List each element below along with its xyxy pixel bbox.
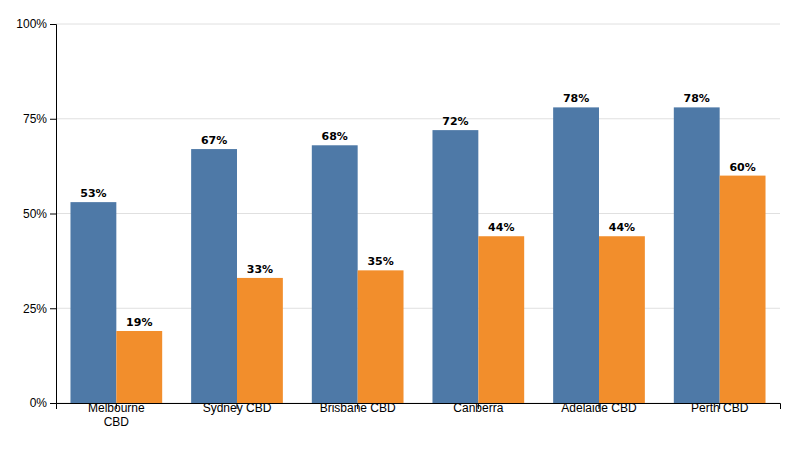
x-axis: MelbourneCBD Sydney CBD Brisbane CBD Canber… [57,401,781,429]
y-tick-mark [50,119,56,120]
y-tick-label: 50% [23,207,47,221]
y-tick-label: 25% [23,302,47,316]
grid [56,24,780,403]
data-label: 44% [488,221,514,234]
data-label: 67% [201,134,227,147]
y-axis-line [50,25,57,404]
y-tick: 100% [16,17,56,31]
x-tick-label-line: Canberra [453,401,503,415]
bar [237,278,283,403]
x-tick-label-line: Melbourne [88,401,145,415]
x-tick-label-line: Perth CBD [691,401,749,415]
bars [70,107,765,403]
bar [553,107,599,403]
grid-line [56,118,780,119]
bar [191,149,237,403]
x-tick: Canberra [453,401,503,415]
bar-series [70,107,719,403]
data-label: 33% [247,263,273,276]
x-tick: Sydney CBD [203,401,272,415]
data-labels: 53% 67% 68% 72% 78% 78% 19% 33% 35% 44% 44% 60% [80,92,756,329]
bar [432,130,478,403]
y-axis: 0% 25% 50% 75% 100% [16,17,56,410]
grid-line [56,308,780,309]
y-tick-label: 0% [30,396,48,410]
y-tick-mark [50,308,56,309]
x-tick: Perth CBD [691,401,749,415]
data-label: 72% [442,115,468,128]
grid-line [56,213,780,214]
bar [674,107,720,403]
data-label: 35% [367,255,393,268]
chart: 0% 25% 50% 75% 100% MelbourneCBD Sydney CBD Bri… [0,0,800,459]
data-label: 60% [729,161,755,174]
bar [599,236,645,403]
grid-line [56,24,780,25]
y-tick-mark [50,214,56,215]
x-tick-label: Canberra [453,401,503,415]
y-tick-mark [50,403,56,404]
y-tick: 50% [23,207,56,221]
x-tick-label: MelbourneCBD [88,401,145,429]
bar [478,236,524,403]
bar [358,270,404,403]
x-tick: MelbourneCBD [88,401,145,429]
x-tick: Adelaide CBD [561,401,637,415]
x-tick-label-line: Sydney CBD [203,401,272,415]
x-tick-label-line: CBD [104,415,130,429]
data-label: 78% [563,92,589,105]
data-label: 44% [609,221,635,234]
data-label: 53% [80,187,106,200]
y-tick: 75% [23,112,56,126]
x-tick-label: Sydney CBD [203,401,272,415]
y-tick-mark [50,24,56,25]
bar [312,145,358,403]
x-axis-line [57,404,781,410]
y-tick-label: 100% [16,17,47,31]
y-tick-label: 75% [23,112,47,126]
y-tick: 0% [30,396,56,410]
bar [116,331,162,403]
x-tick-label-line: Adelaide CBD [561,401,637,415]
x-tick-label: Perth CBD [691,401,749,415]
x-tick-label-line: Brisbane CBD [320,401,396,415]
data-label: 78% [684,92,710,105]
bar [70,202,116,403]
data-label: 19% [126,316,152,329]
bar [720,176,766,403]
x-tick: Brisbane CBD [320,401,396,415]
x-tick-label: Adelaide CBD [561,401,637,415]
data-label: 68% [322,130,348,143]
x-tick-label: Brisbane CBD [320,401,396,415]
y-tick: 25% [23,302,56,316]
bar-series [116,176,765,403]
